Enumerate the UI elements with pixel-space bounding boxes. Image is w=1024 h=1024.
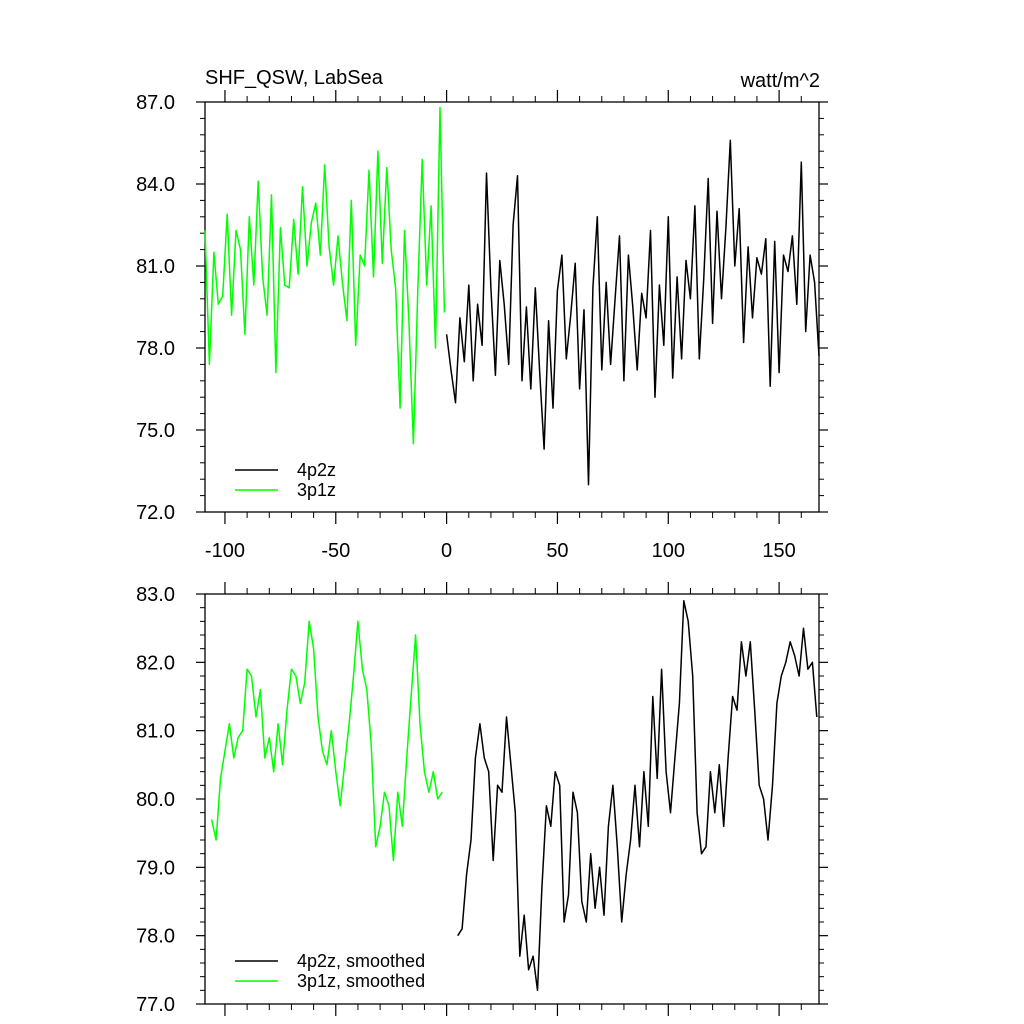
legend-label-3p1z-smoothed: 3p1z, smoothed <box>297 971 425 991</box>
bottom-series-group <box>210 600 818 992</box>
x-tick-label: 150 <box>762 540 795 562</box>
y-tick-label: 87.0 <box>136 92 175 114</box>
top-plot-frame <box>204 101 820 513</box>
series-line-3p1z-smoothed <box>210 620 443 862</box>
series-line-4p2z-smoothed <box>457 600 818 992</box>
y-tick-label: 78.0 <box>136 338 175 360</box>
top-axes: 72.0 75.0 78.0 81.0 84.0 87.0 -100 -50 0 50 100 150 <box>136 90 828 562</box>
x-tick-label: 100 <box>652 540 685 562</box>
y-tick-label: 81.0 <box>136 721 175 743</box>
legend-label-4p2z: 4p2z <box>297 460 336 480</box>
chart-title: SHF_QSW, LabSea <box>205 67 384 89</box>
x-tick-label: -100 <box>205 540 245 562</box>
y-tick-label: 81.0 <box>136 256 175 278</box>
x-tick-label: -50 <box>321 540 350 562</box>
y-tick-label: 77.0 <box>136 994 175 1016</box>
y-tick-label: 82.0 <box>136 652 175 674</box>
y-tick-label: 83.0 <box>136 584 175 606</box>
bottom-axes: 77.0 78.0 79.0 80.0 81.0 82.0 83.0 <box>136 582 828 1016</box>
bottom-legend: 4p2z, smoothed 3p1z, smoothed <box>235 951 425 991</box>
series-line-4p2z <box>445 139 820 486</box>
top-legend: 4p2z 3p1z <box>235 460 336 500</box>
x-tick-label: 50 <box>546 540 568 562</box>
x-tick-label: 0 <box>441 540 452 562</box>
y-tick-label: 75.0 <box>136 420 175 442</box>
top-series-group <box>204 106 820 486</box>
units-label: watt/m^2 <box>740 70 820 92</box>
legend-label-3p1z: 3p1z <box>297 480 336 500</box>
y-tick-label: 80.0 <box>136 789 175 811</box>
top-panel: SHF_QSW, LabSea watt/m^2 72.0 75.0 78.0 81.… <box>136 67 828 562</box>
series-line-3p1z <box>204 106 446 445</box>
y-tick-label: 72.0 <box>136 502 175 524</box>
legend-label-4p2z-smoothed: 4p2z, smoothed <box>297 951 425 971</box>
bottom-plot-frame <box>204 593 820 1005</box>
y-tick-label: 78.0 <box>136 926 175 948</box>
bottom-panel: 77.0 78.0 79.0 80.0 81.0 82.0 83.0 4p2z, smoot… <box>136 582 828 1016</box>
y-tick-label: 84.0 <box>136 174 175 196</box>
y-tick-label: 79.0 <box>136 857 175 879</box>
